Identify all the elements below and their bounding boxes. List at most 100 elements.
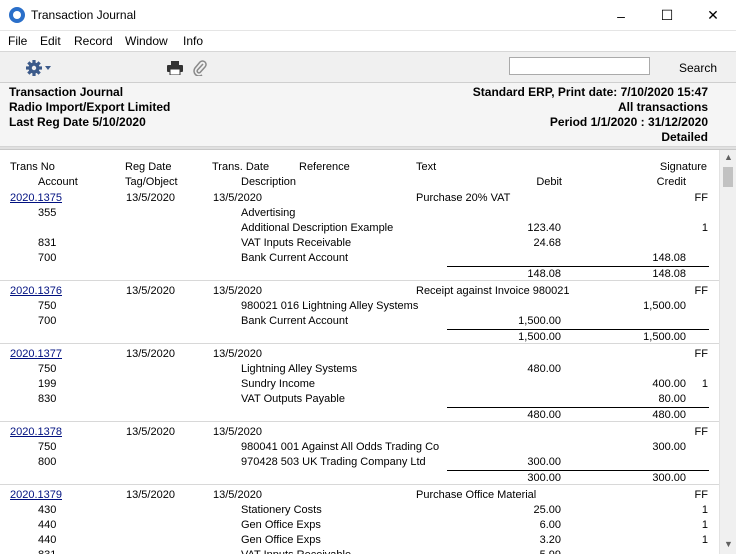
column-header-row-2: Account Tag/Object Description Debit Cre… [0, 174, 719, 189]
debit-amount: 123.40 [527, 222, 561, 234]
gear-menu-icon[interactable] [25, 59, 55, 77]
col-tag-object: Tag/Object [125, 176, 178, 188]
total-rule [447, 329, 709, 330]
credit-amount: 148.08 [652, 252, 686, 264]
account: 440 [38, 534, 57, 546]
total-rule [447, 407, 709, 408]
print-info: Standard ERP, Print date: 7/10/2020 15:4… [472, 85, 708, 99]
debit-amount: 480.00 [527, 363, 561, 375]
journal-row: 700 Bank Current Account 148.08 [0, 250, 719, 265]
trans-no-link[interactable]: 2020.1377 [10, 348, 62, 360]
row-flag: 1 [701, 504, 708, 516]
search-button[interactable]: Search [679, 61, 718, 75]
app-icon [9, 7, 25, 23]
row-flag: 1 [701, 519, 708, 531]
col-signature: Signature [659, 161, 707, 173]
col-text: Text [416, 161, 437, 173]
header-separator[interactable] [0, 147, 736, 150]
reg-date: 13/5/2020 [126, 348, 175, 360]
trans-no-link[interactable]: 2020.1379 [10, 489, 62, 501]
account: 430 [38, 504, 57, 516]
menu-bar: File Edit Record Window Info [0, 31, 736, 51]
trans-date: 13/5/2020 [213, 285, 262, 297]
menu-file[interactable]: File [8, 34, 28, 48]
total-row: 300.00 300.00 [0, 470, 719, 485]
toolbar: Search [0, 51, 736, 83]
total-rule [447, 266, 709, 267]
trans-date: 13/5/2020 [213, 426, 262, 438]
trans-date: 13/5/2020 [213, 192, 262, 204]
account: 830 [38, 393, 57, 405]
journal-row: 355 Advertising [0, 205, 719, 220]
account: 831 [38, 549, 56, 554]
description: VAT Inputs Receivable [241, 237, 352, 249]
attachment-icon[interactable] [193, 60, 207, 76]
description: Lightning Alley Systems [241, 363, 358, 375]
credit-amount: 1,500.00 [643, 300, 686, 312]
col-debit: Debit [536, 176, 562, 188]
scroll-down-arrow-icon[interactable]: ▼ [724, 539, 733, 549]
account: 700 [38, 315, 57, 327]
reg-date: 13/5/2020 [126, 285, 175, 297]
selection-info: All transactions [617, 100, 708, 114]
minimize-button[interactable]: – [617, 7, 625, 24]
close-button[interactable]: ✕ [707, 7, 719, 23]
company-name: Radio Import/Export Limited [9, 100, 171, 114]
printer-icon[interactable] [167, 61, 183, 75]
trans-text: Purchase 20% VAT [416, 192, 511, 204]
report-title: Transaction Journal [9, 85, 124, 99]
menu-info[interactable]: Info [183, 34, 204, 48]
journal-row: 750 980041 001 Against All Odds Trading C… [0, 439, 719, 454]
debit-amount: 300.00 [527, 456, 561, 468]
window-title: Transaction Journal [31, 8, 136, 22]
total-debit: 148.08 [527, 268, 561, 280]
debit-amount: 3.20 [539, 534, 561, 546]
journal-row: 830 VAT Outputs Payable 80.00 [0, 391, 719, 406]
debit-amount: 5.99 [540, 549, 561, 554]
account: 440 [38, 519, 57, 531]
scroll-up-arrow-icon[interactable]: ▲ [724, 152, 733, 162]
description: Bank Current Account [241, 315, 349, 327]
vertical-scrollbar[interactable]: ▲ ▼ [719, 150, 736, 554]
transaction-header-row: 2020.1377 13/5/2020 13/5/2020 FF [0, 346, 719, 361]
col-description: Description [241, 176, 297, 188]
total-credit: 300.00 [652, 472, 686, 484]
menu-record[interactable]: Record [74, 34, 113, 48]
search-input[interactable] [509, 57, 650, 75]
trans-no-link[interactable]: 2020.1376 [10, 285, 62, 297]
total-credit: 480.00 [652, 409, 686, 421]
row-flag: 1 [701, 222, 708, 234]
transaction-header-row: 2020.1376 13/5/2020 13/5/2020 Receipt again… [0, 283, 719, 298]
total-row: 480.00 480.00 [0, 407, 719, 422]
trans-no-link[interactable]: 2020.1375 [10, 192, 62, 204]
journal-row: 430 Stationery Costs 25.00 1 [0, 502, 719, 517]
signature: FF [694, 426, 708, 438]
col-reference: Reference [299, 161, 350, 173]
col-reg-date: Reg Date [125, 161, 172, 173]
debit-amount: 25.00 [533, 504, 561, 516]
description: Additional Description Example [241, 222, 394, 234]
report-body: Trans No Reg Date Trans. Date Reference … [0, 150, 719, 554]
journal-row: 199 Sundry Income 400.00 1 [0, 376, 719, 391]
account: 199 [38, 378, 57, 390]
maximize-button[interactable]: ☐ [660, 7, 674, 23]
trans-date: 13/5/2020 [213, 489, 262, 501]
account: 800 [38, 456, 57, 468]
description: 980041 001 Against All Odds Trading Co [241, 441, 440, 453]
debit-amount: 1,500.00 [518, 315, 561, 327]
total-row: 1,500.00 1,500.00 [0, 329, 719, 344]
transaction-header-row: 2020.1379 13/5/2020 13/5/2020 Purchase Offi… [0, 487, 719, 502]
description: 980021 016 Lightning Alley Systems [241, 300, 419, 312]
col-trans-no: Trans No [10, 161, 55, 173]
scroll-thumb[interactable] [723, 167, 733, 187]
description: Stationery Costs [241, 504, 322, 516]
row-flag: 1 [701, 534, 708, 546]
signature: FF [694, 348, 708, 360]
col-credit: Credit [656, 176, 686, 188]
menu-window[interactable]: Window [125, 34, 168, 48]
credit-amount: 300.00 [652, 441, 686, 453]
trans-no-link[interactable]: 2020.1378 [10, 426, 62, 438]
description: Bank Current Account [241, 252, 349, 264]
transaction-divider [0, 484, 719, 485]
menu-edit[interactable]: Edit [40, 34, 61, 48]
